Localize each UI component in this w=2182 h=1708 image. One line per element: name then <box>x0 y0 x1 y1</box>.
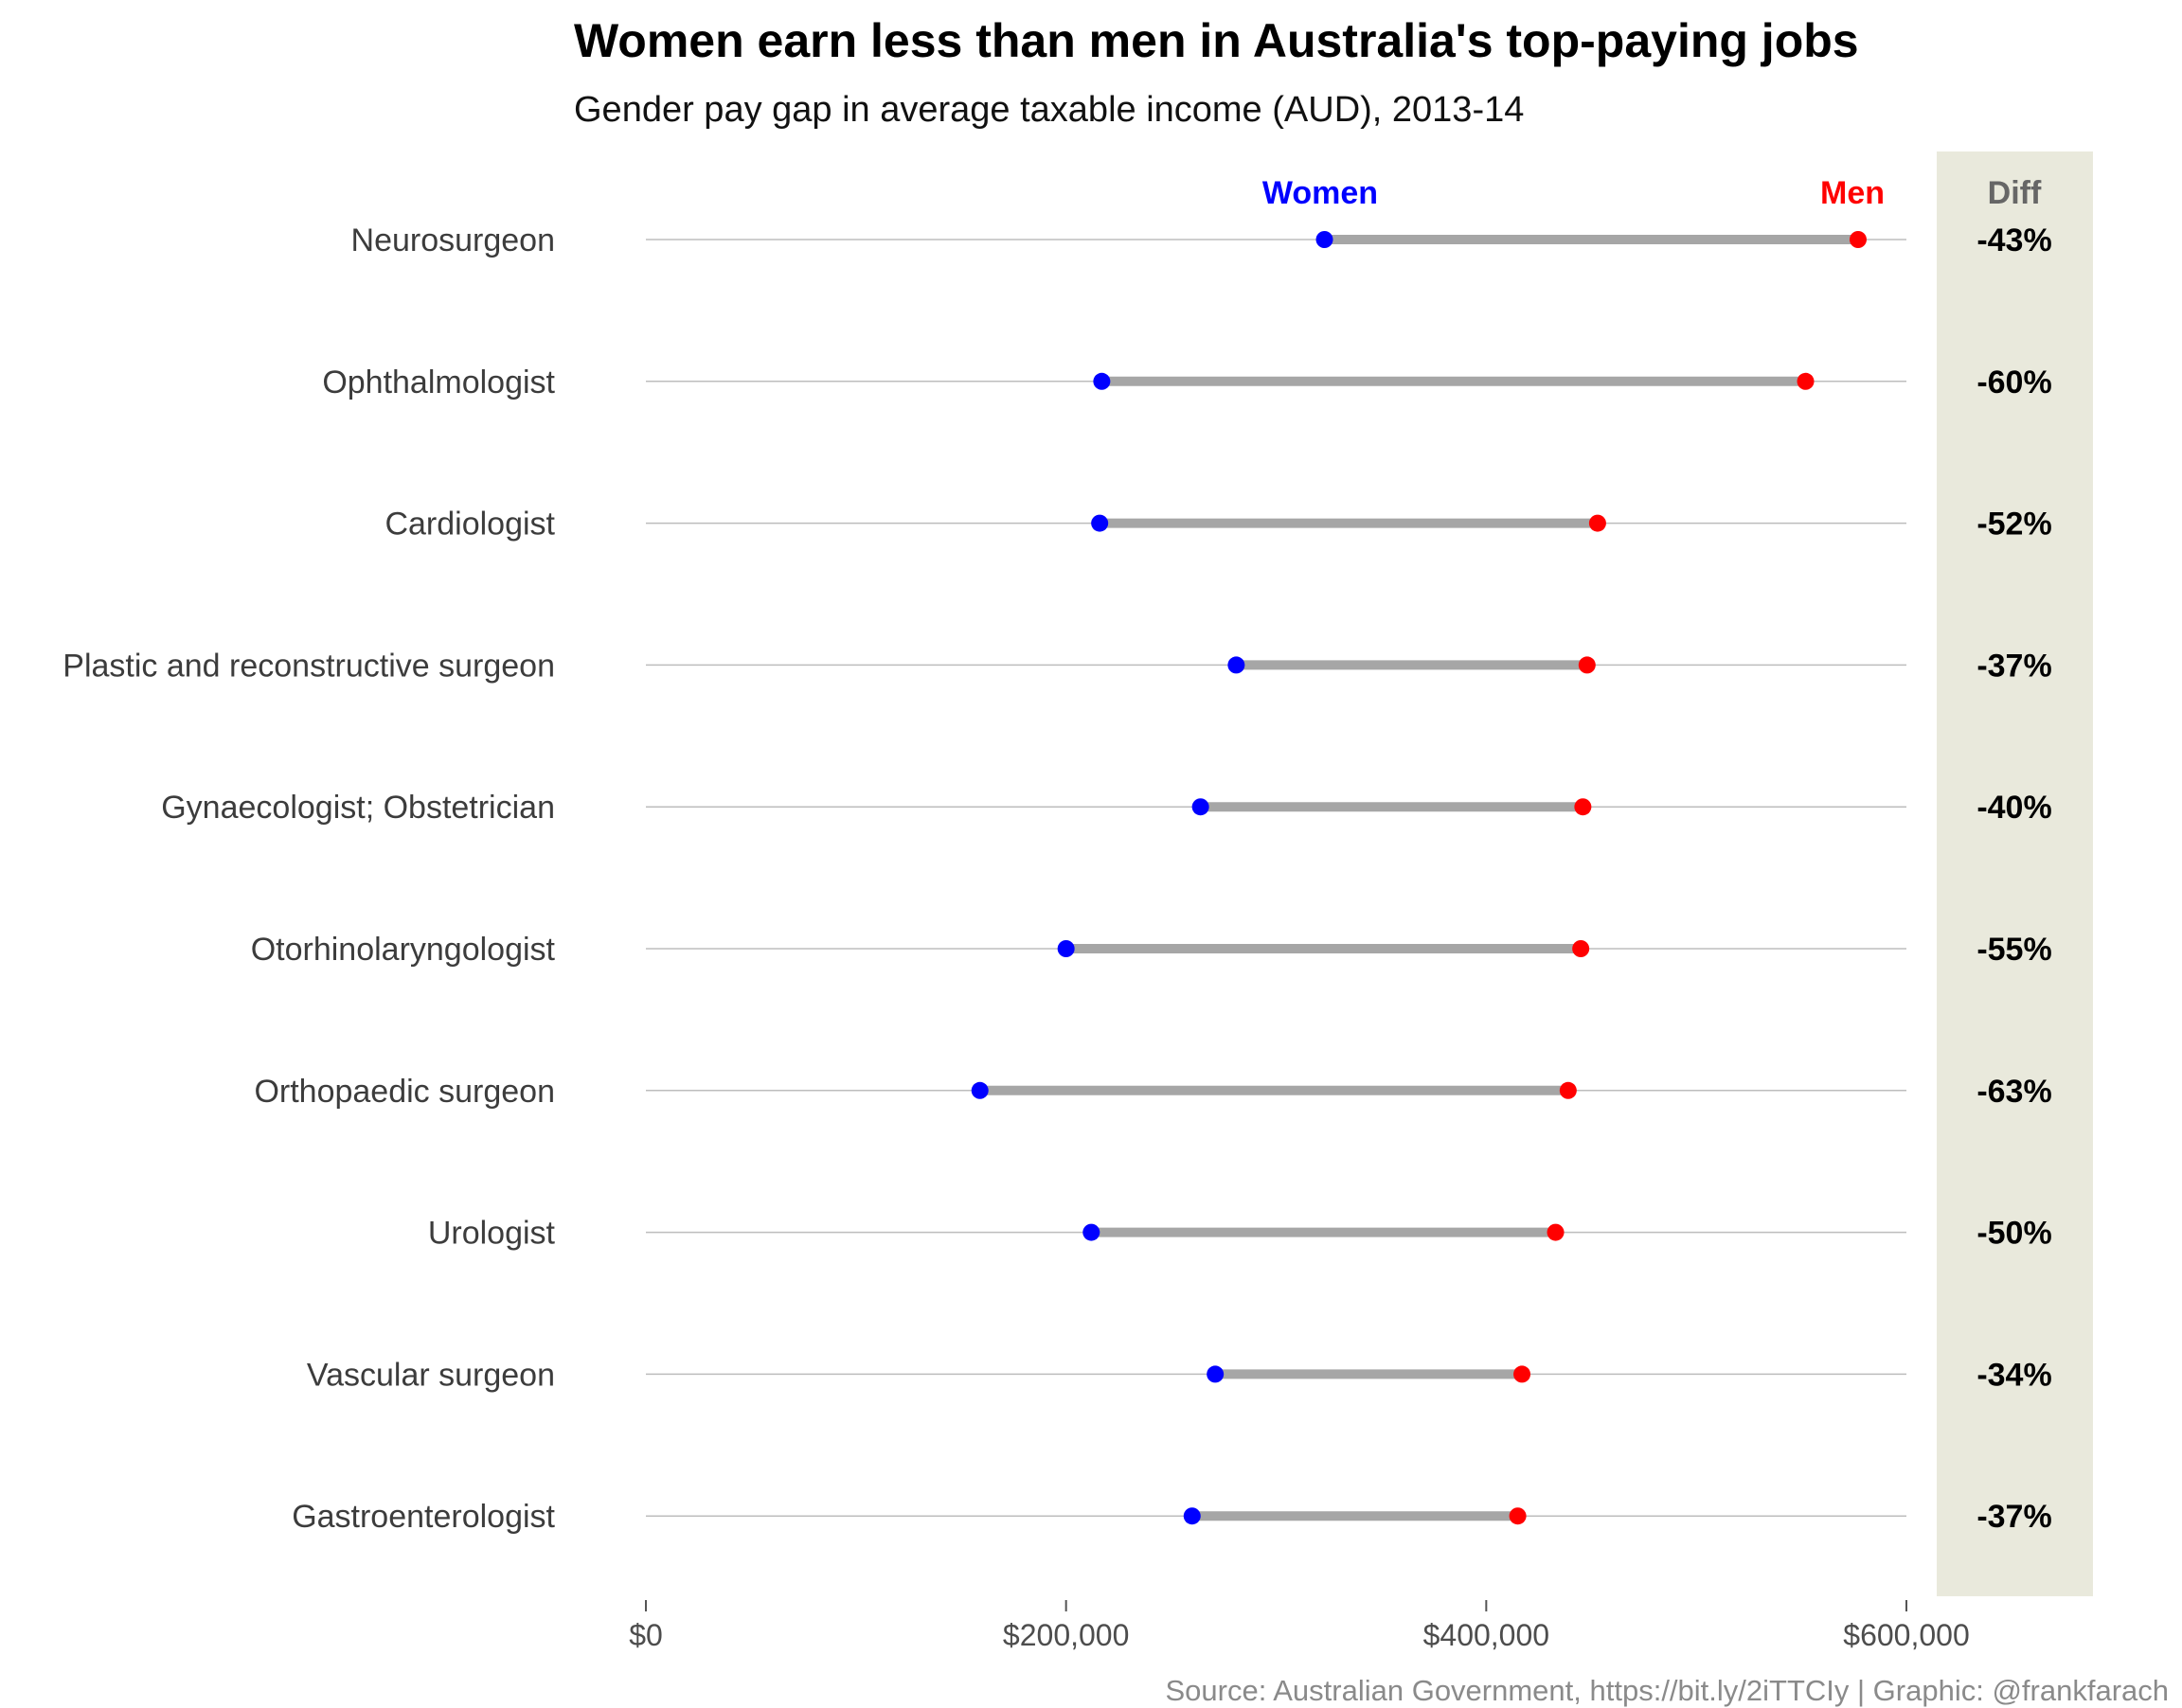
legend-men: Men <box>1820 175 1885 211</box>
men-point <box>1572 940 1590 957</box>
diff-label: -37% <box>1976 1499 2051 1535</box>
women-point <box>1191 798 1209 816</box>
diff-label: -60% <box>1976 365 2051 400</box>
men-point <box>1547 1223 1565 1241</box>
women-point <box>1183 1507 1201 1525</box>
men-point <box>1849 231 1867 248</box>
legend-women: Women <box>1262 175 1378 211</box>
men-point <box>1509 1507 1527 1525</box>
diff-label: -43% <box>1976 222 2051 258</box>
women-point <box>1315 231 1333 248</box>
x-tick-label: $600,000 <box>1843 1618 1969 1652</box>
men-point <box>1797 372 1815 390</box>
category-label: Gynaecologist; Obstetrician <box>161 790 555 826</box>
diff-label: -34% <box>1976 1357 2051 1393</box>
women-point <box>1227 656 1245 674</box>
diff-label: -50% <box>1976 1216 2051 1252</box>
women-point <box>1082 1223 1100 1241</box>
category-label: Gastroenterologist <box>292 1499 555 1535</box>
chart-title: Women earn less than men in Australia's … <box>574 14 1859 67</box>
x-axis: $0 $200,000 $400,000 $600,000 <box>629 1600 1970 1652</box>
men-point <box>1513 1365 1531 1383</box>
category-label: Vascular surgeon <box>307 1357 555 1393</box>
women-point <box>971 1081 989 1099</box>
category-label: Otorhinolaryngologist <box>251 932 556 968</box>
diff-label: -52% <box>1976 507 2051 543</box>
category-label: Plastic and reconstructive surgeon <box>63 648 555 684</box>
diff-panel <box>1937 151 2093 1596</box>
diff-header: Diff <box>1988 175 2042 211</box>
chart-rows: Neurosurgeon -43% Ophthalmologist -60% Cardi… <box>63 222 2051 1535</box>
category-label: Urologist <box>428 1216 556 1252</box>
category-label: Orthopaedic surgeon <box>254 1074 555 1110</box>
women-point <box>1093 372 1111 390</box>
category-label: Neurosurgeon <box>351 222 555 258</box>
men-point <box>1559 1081 1577 1099</box>
diff-label: -40% <box>1976 790 2051 826</box>
women-point <box>1091 514 1109 532</box>
men-point <box>1578 656 1596 674</box>
women-point <box>1057 940 1075 957</box>
diff-label: -37% <box>1976 648 2051 684</box>
source-note: Source: Australian Government, https://b… <box>1166 1674 2170 1707</box>
chart-subtitle: Gender pay gap in average taxable income… <box>574 90 1524 130</box>
x-tick-label: $0 <box>629 1618 663 1652</box>
diff-label: -55% <box>1976 932 2051 968</box>
x-tick-label: $200,000 <box>1003 1618 1129 1652</box>
diff-label: -63% <box>1976 1074 2051 1110</box>
men-point <box>1574 798 1592 816</box>
x-tick-label: $400,000 <box>1423 1618 1549 1652</box>
women-point <box>1207 1365 1225 1383</box>
men-point <box>1588 514 1606 532</box>
category-label: Cardiologist <box>385 507 555 543</box>
category-label: Ophthalmologist <box>322 365 555 400</box>
